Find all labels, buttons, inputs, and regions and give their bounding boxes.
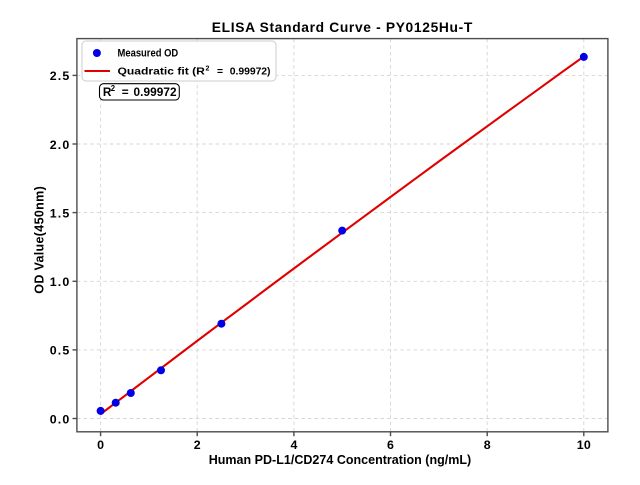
svg-text:1.5: 1.5 [50,206,70,220]
svg-text:2: 2 [194,438,201,452]
svg-text:Human PD-L1/CD274 Concentratio: Human PD-L1/CD274 Concentration (ng/mL) [209,453,472,467]
svg-text:R: R [103,85,112,99]
svg-text:8: 8 [484,438,491,452]
svg-text:0.99972: 0.99972 [134,85,177,99]
svg-text:2: 2 [111,84,116,93]
svg-text:Quadratic fit (R: Quadratic fit (R [118,66,206,77]
svg-text:0: 0 [97,438,104,452]
svg-text:10: 10 [577,438,591,452]
svg-text:6: 6 [387,438,394,452]
svg-text:0.5: 0.5 [50,344,70,358]
svg-text:0.0: 0.0 [50,412,70,426]
svg-text:0.99972): 0.99972) [230,66,271,77]
svg-text:2: 2 [206,66,210,73]
svg-text:Measured OD: Measured OD [118,47,179,59]
svg-text:=: = [217,66,223,77]
svg-text:=: = [122,85,129,99]
svg-text:OD Value(450nm): OD Value(450nm) [32,186,46,294]
svg-text:2.5: 2.5 [50,69,70,83]
svg-text:4: 4 [290,438,297,452]
svg-text:1.0: 1.0 [50,275,70,289]
svg-text:2.0: 2.0 [50,138,70,152]
svg-text:ELISA Standard Curve - PY0125H: ELISA Standard Curve - PY0125Hu-T [212,20,473,35]
